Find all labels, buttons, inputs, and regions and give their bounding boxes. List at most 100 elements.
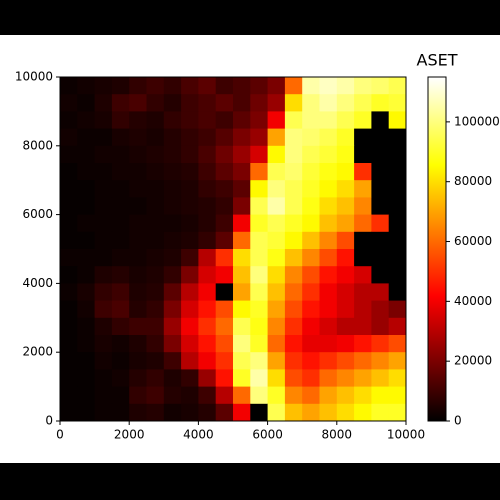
colorbar-strip: [428, 409, 446, 412]
colorbar-strip: [428, 385, 446, 388]
heatmap-cell: [77, 180, 95, 198]
colorbar-strip: [428, 155, 446, 158]
colorbar-strip: [428, 111, 446, 114]
heatmap-cell: [60, 403, 78, 422]
heatmap-cell: [233, 111, 251, 129]
colorbar-strip: [428, 291, 446, 294]
heatmap-cell: [371, 300, 390, 319]
heatmap-cell: [129, 214, 147, 233]
colorbar-strip: [428, 259, 446, 262]
colorbar-strip: [428, 345, 446, 348]
colorbar-strip: [428, 363, 446, 366]
heatmap-cell: [388, 145, 407, 164]
heatmap-cell: [111, 163, 130, 181]
colorbar-strip: [428, 151, 446, 154]
heatmap-cell: [198, 180, 217, 198]
heatmap-cell: [388, 300, 407, 319]
heatmap-cell: [302, 335, 320, 353]
heatmap-cell: [233, 180, 251, 198]
colorbar-strip: [428, 83, 446, 86]
colorbar-strip: [428, 167, 446, 170]
heatmap-cell: [198, 283, 217, 301]
heatmap-cell: [284, 403, 303, 422]
heatmap-cell: [163, 111, 182, 129]
heatmap-cell: [302, 300, 320, 319]
colorbar-strip: [428, 227, 446, 230]
heatmap-cell: [181, 403, 199, 422]
heatmap-cell: [215, 300, 234, 319]
colorbar-strip: [428, 303, 446, 306]
colorbar-strip: [428, 253, 446, 256]
colorbar-strip: [428, 281, 446, 284]
heatmap-cell: [371, 335, 390, 353]
heatmap-cell: [111, 128, 130, 147]
heatmap-cell: [267, 231, 286, 250]
colorbar-strip: [428, 295, 446, 298]
heatmap-cell: [198, 352, 217, 370]
heatmap-cell: [250, 128, 268, 147]
heatmap-cell: [163, 214, 182, 233]
colorbar-strip: [428, 137, 446, 140]
heatmap-cell: [146, 300, 165, 319]
heatmap-cell: [388, 94, 407, 112]
heatmap-cell: [354, 180, 372, 198]
heatmap-cell: [215, 163, 234, 181]
heatmap-cell: [163, 283, 182, 301]
heatmap-cell: [250, 300, 268, 319]
heatmap-cell: [354, 266, 372, 284]
heatmap-cell: [354, 249, 372, 267]
heatmap-cell: [267, 128, 286, 147]
heatmap-cell: [233, 94, 251, 112]
heatmap-cell: [198, 249, 217, 267]
colorbar-strip: [428, 411, 446, 414]
heatmap-cell: [215, 386, 234, 405]
colorbar-strip: [428, 159, 446, 162]
colorbar-strip: [428, 129, 446, 132]
heatmap-cell: [111, 283, 130, 301]
heatmap-cell: [111, 352, 130, 370]
colorbar-tick-label: 80000: [454, 174, 492, 188]
heatmap-cell: [181, 94, 199, 112]
heatmap-cell: [111, 335, 130, 353]
heatmap-cell: [284, 249, 303, 267]
heatmap-cell: [284, 180, 303, 198]
heatmap-cell: [371, 128, 390, 147]
heatmap-cell: [94, 283, 113, 301]
colorbar-strip: [428, 371, 446, 374]
colorbar-strip: [428, 149, 446, 152]
heatmap-cell: [354, 403, 372, 422]
bottom-bar: [0, 463, 500, 500]
colorbar-strip: [428, 381, 446, 384]
heatmap-cell: [198, 197, 217, 215]
heatmap-cell: [111, 317, 130, 336]
colorbar-strip: [428, 331, 446, 334]
heatmap-cell: [198, 128, 217, 147]
heatmap-cell: [267, 317, 286, 336]
colorbar-strip: [428, 375, 446, 378]
heatmap-cell: [233, 283, 251, 301]
heatmap-cell: [198, 300, 217, 319]
heatmap-cell: [250, 111, 268, 129]
heatmap-cell: [163, 317, 182, 336]
colorbar-strip: [428, 191, 446, 194]
heatmap-cell: [198, 317, 217, 336]
heatmap-cell: [319, 163, 338, 181]
colorbar-strip: [428, 101, 446, 104]
colorbar-strip: [428, 265, 446, 268]
heatmap-cell: [181, 300, 199, 319]
heatmap-cell: [354, 335, 372, 353]
heatmap-cell: [181, 283, 199, 301]
colorbar-strip: [428, 119, 446, 122]
colorbar-strip: [428, 217, 446, 220]
heatmap-cell: [94, 180, 113, 198]
heatmap-cell: [129, 283, 147, 301]
heatmap-cell: [354, 77, 372, 95]
colorbar-strip: [428, 141, 446, 144]
heatmap-cell: [60, 128, 78, 147]
heatmap-cell: [198, 369, 217, 387]
heatmap-cell: [111, 111, 130, 129]
y-tick-label: 10000: [15, 70, 53, 84]
colorbar-strip: [428, 247, 446, 250]
colorbar-strip: [428, 185, 446, 188]
colorbar-strip: [428, 123, 446, 126]
